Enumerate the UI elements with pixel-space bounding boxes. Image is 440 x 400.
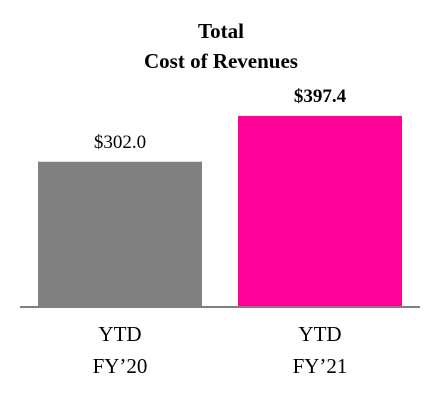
chart-title: Total bbox=[198, 19, 244, 43]
bar bbox=[238, 115, 402, 307]
x-tick-label: FY’21 bbox=[293, 354, 348, 378]
chart-title: Cost of Revenues bbox=[144, 49, 298, 73]
bar bbox=[38, 161, 202, 307]
x-tick-label: YTD bbox=[298, 322, 341, 346]
value-label: $302.0 bbox=[94, 132, 146, 153]
value-label: $397.4 bbox=[294, 86, 347, 107]
x-tick-label: YTD bbox=[98, 322, 141, 346]
x-tick-label: FY’20 bbox=[93, 354, 148, 378]
